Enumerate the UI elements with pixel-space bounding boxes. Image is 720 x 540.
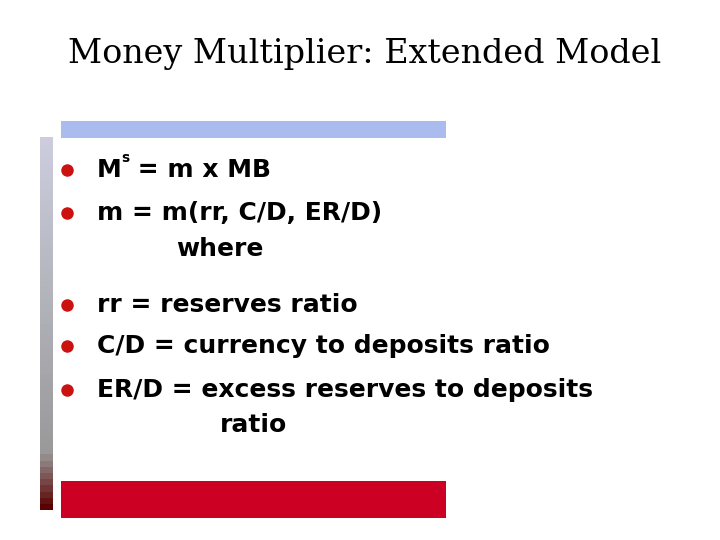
Bar — [40, 404, 53, 411]
Bar — [40, 293, 53, 299]
Bar — [40, 143, 53, 150]
Text: C/D = currency to deposits ratio: C/D = currency to deposits ratio — [97, 334, 550, 357]
Bar — [40, 386, 53, 392]
Bar — [40, 460, 53, 467]
Bar — [40, 442, 53, 448]
Bar — [40, 187, 53, 193]
Bar — [40, 435, 53, 442]
Text: rr = reserves ratio: rr = reserves ratio — [97, 293, 358, 317]
Bar — [40, 417, 53, 423]
Text: ratio: ratio — [220, 413, 287, 437]
Bar — [40, 150, 53, 157]
Bar — [40, 503, 53, 510]
Bar — [40, 354, 53, 361]
Bar — [40, 373, 53, 380]
Bar — [40, 485, 53, 491]
Bar — [40, 267, 53, 274]
Bar — [40, 299, 53, 306]
Bar — [40, 218, 53, 225]
Bar — [40, 199, 53, 206]
Bar — [40, 429, 53, 436]
Bar — [40, 156, 53, 163]
Bar — [61, 122, 446, 138]
Bar — [40, 224, 53, 231]
Bar — [40, 280, 53, 287]
Bar — [40, 212, 53, 218]
Bar — [40, 329, 53, 336]
Bar — [40, 237, 53, 243]
Bar — [40, 336, 53, 342]
Bar — [40, 454, 53, 461]
Bar — [40, 311, 53, 318]
Bar — [40, 342, 53, 349]
Bar — [40, 137, 53, 144]
Text: m = m(rr, C/D, ER/D): m = m(rr, C/D, ER/D) — [97, 201, 382, 225]
Bar — [40, 497, 53, 504]
Bar — [40, 323, 53, 330]
Bar — [40, 274, 53, 281]
Bar — [40, 367, 53, 374]
Text: = m x MB: = m x MB — [129, 158, 271, 182]
Bar — [40, 379, 53, 386]
Text: Money Multiplier: Extended Model: Money Multiplier: Extended Model — [68, 38, 662, 70]
Bar — [40, 174, 53, 181]
Bar — [40, 478, 53, 485]
Bar — [40, 249, 53, 255]
Text: ER/D = excess reserves to deposits: ER/D = excess reserves to deposits — [97, 378, 593, 402]
Bar — [40, 398, 53, 405]
Bar — [40, 255, 53, 262]
Text: where: where — [176, 238, 264, 261]
Bar — [40, 180, 53, 187]
Text: M: M — [97, 158, 122, 182]
Bar — [40, 205, 53, 212]
Text: s: s — [121, 151, 129, 165]
Bar — [40, 305, 53, 312]
Bar — [40, 348, 53, 355]
Bar — [40, 491, 53, 498]
Bar — [40, 230, 53, 237]
Bar — [40, 410, 53, 417]
Bar — [40, 242, 53, 249]
Bar — [61, 481, 446, 518]
Bar — [40, 286, 53, 293]
Bar — [40, 261, 53, 268]
Bar — [40, 193, 53, 200]
Bar — [40, 423, 53, 430]
Bar — [40, 392, 53, 399]
Bar — [40, 467, 53, 473]
Bar — [40, 318, 53, 324]
Bar — [40, 472, 53, 480]
Bar — [40, 448, 53, 455]
Bar — [40, 361, 53, 367]
Bar — [40, 162, 53, 168]
Bar — [40, 168, 53, 175]
